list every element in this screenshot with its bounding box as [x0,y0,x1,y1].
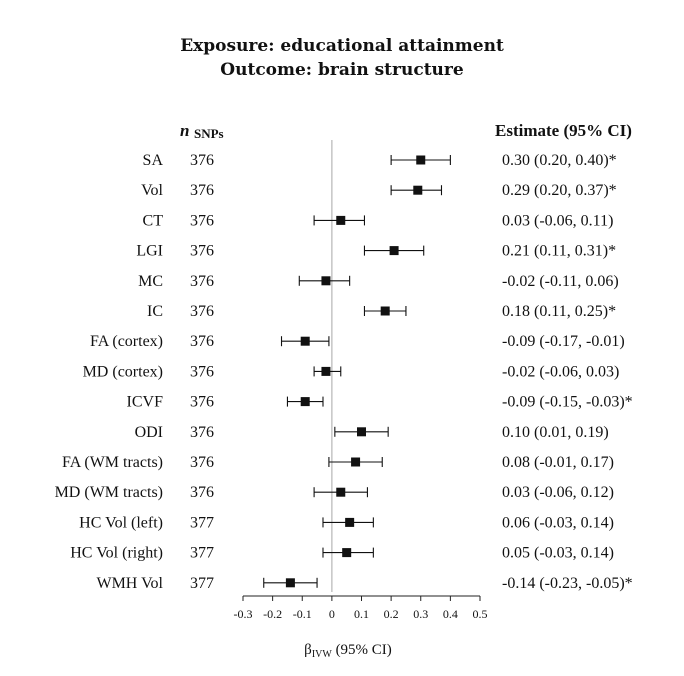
row-n-snps: 376 [190,243,214,260]
point-estimate [357,427,366,437]
x-tick-label: 0.2 [384,607,399,621]
forest-row: MC 376 -0.02 (-0.11, 0.06) [138,273,619,290]
estimate-text: -0.09 (-0.15, -0.03)* [502,394,633,411]
point-estimate [413,185,423,195]
column-headers: n SNPs Estimate (95% CI) [180,121,632,141]
point-estimate [321,276,331,286]
forest-row: Vol 376 0.29 (0.20, 0.37)* [141,182,617,199]
x-tick-label: -0.3 [234,607,253,621]
point-estimate [380,306,390,316]
forest-row: FA (WM tracts) 376 0.08 (-0.01, 0.17) [62,454,614,471]
point-estimate [300,397,310,407]
chart-title-line-2: Outcome: brain structure [220,60,464,80]
estimate-text: 0.30 (0.20, 0.40)* [502,152,617,169]
forest-row: MD (WM tracts) 376 0.03 (-0.06, 0.12) [55,484,614,501]
estimate-text: 0.03 (-0.06, 0.12) [502,484,614,501]
row-label: ICVF [127,394,164,411]
point-estimate [285,578,295,588]
row-label: WMH Vol [96,575,163,592]
x-tick-label: -0.1 [293,607,312,621]
x-axis: -0.3 -0.2 -0.1 0 0.1 0.2 0.3 0.4 0.5 [234,595,488,621]
point-estimate [389,246,399,256]
row-label: FA (WM tracts) [62,454,163,471]
row-label: HC Vol (right) [70,545,163,562]
row-n-snps: 376 [190,424,214,441]
forest-row: IC 376 0.18 (0.11, 0.25)* [147,303,616,320]
row-label: ODI [135,424,163,441]
forest-row: WMH Vol 377 -0.14 (-0.23, -0.05)* [96,575,632,592]
estimate-text: 0.06 (-0.03, 0.14) [502,514,614,531]
row-n-snps: 376 [190,333,214,350]
row-label: FA (cortex) [90,333,163,350]
forest-row: MD (cortex) 376 -0.02 (-0.06, 0.03) [83,363,620,380]
estimate-text: -0.02 (-0.06, 0.03) [502,363,619,380]
forest-row: SA 376 0.30 (0.20, 0.40)* [143,152,617,169]
estimate-text: 0.08 (-0.01, 0.17) [502,454,614,471]
x-tick-label: -0.2 [263,607,282,621]
row-label: HC Vol (left) [79,514,163,531]
row-label: LGI [136,243,163,260]
x-tick-label: 0.3 [413,607,428,621]
estimate-text: 0.03 (-0.06, 0.11) [502,212,613,229]
row-n-snps: 376 [190,212,214,229]
row-n-snps: 377 [190,575,214,592]
row-label: MC [138,273,163,290]
point-estimate [342,548,352,558]
estimate-text: -0.09 (-0.17, -0.01) [502,333,625,350]
row-label: IC [147,303,163,320]
point-estimate [351,457,361,467]
row-label: CT [143,212,164,229]
row-n-snps: 376 [190,303,214,320]
forest-row: CT 376 0.03 (-0.06, 0.11) [143,212,614,229]
row-n-snps: 376 [190,394,214,411]
row-n-snps: 376 [190,152,214,169]
row-n-snps: 377 [190,514,214,531]
point-estimate [321,366,331,376]
x-axis-label: βIVW (95% CI) [304,642,392,660]
estimate-text: 0.21 (0.11, 0.31)* [502,243,616,260]
n-header-subscript: SNPs [194,126,224,141]
row-label: MD (WM tracts) [55,484,163,501]
estimate-text: -0.14 (-0.23, -0.05)* [502,575,633,592]
n-header-symbol: n [180,121,189,140]
row-n-snps: 376 [190,363,214,380]
forest-rows: SA 376 0.30 (0.20, 0.40)* Vol 376 0.29 (0.20,… [55,152,633,592]
point-estimate [345,517,355,527]
point-estimate [336,487,346,497]
forest-row: ICVF 376 -0.09 (-0.15, -0.03)* [127,394,633,411]
row-label: SA [143,152,164,169]
x-tick-label: 0.5 [473,607,488,621]
x-tick-label: 0 [329,607,335,621]
forest-row: LGI 376 0.21 (0.11, 0.31)* [136,243,616,260]
forest-row: FA (cortex) 376 -0.09 (-0.17, -0.01) [90,333,625,350]
estimate-text: 0.10 (0.01, 0.19) [502,424,609,441]
point-estimate [416,155,426,165]
estimate-header: Estimate (95% CI) [495,121,632,140]
row-label: MD (cortex) [83,363,163,380]
row-label: Vol [141,182,163,199]
estimate-text: 0.05 (-0.03, 0.14) [502,545,614,562]
row-n-snps: 376 [190,454,214,471]
row-n-snps: 376 [190,484,214,501]
x-tick-label: 0.1 [354,607,369,621]
estimate-text: -0.02 (-0.11, 0.06) [502,273,619,290]
row-n-snps: 376 [190,273,214,290]
forest-row: HC Vol (right) 377 0.05 (-0.03, 0.14) [70,545,614,562]
forest-row: HC Vol (left) 377 0.06 (-0.03, 0.14) [79,514,614,531]
point-estimate [300,336,310,346]
estimate-text: 0.29 (0.20, 0.37)* [502,182,617,199]
estimate-text: 0.18 (0.11, 0.25)* [502,303,616,320]
row-n-snps: 376 [190,182,214,199]
forest-row: ODI 376 0.10 (0.01, 0.19) [135,424,609,441]
row-n-snps: 377 [190,545,214,562]
point-estimate [336,215,346,225]
x-tick-label: 0.4 [443,607,458,621]
chart-title-line-1: Exposure: educational attainment [180,36,504,56]
